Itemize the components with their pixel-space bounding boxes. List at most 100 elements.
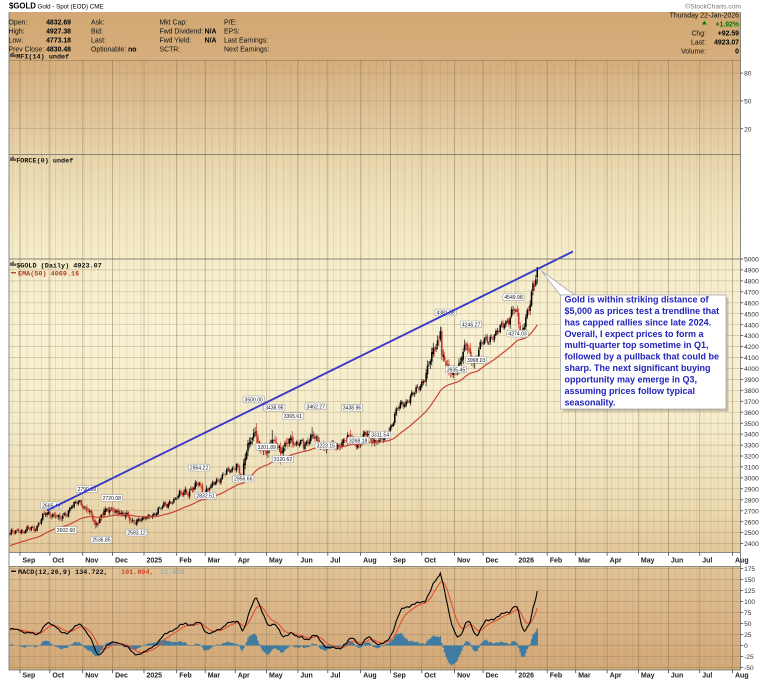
svg-text:EPS:: EPS: <box>224 28 240 35</box>
svg-text:Last Earnings:: Last Earnings: <box>224 37 268 44</box>
svg-text:50: 50 <box>744 621 752 628</box>
svg-text:Mar: Mar <box>578 557 591 564</box>
svg-text:Fwd Yield:: Fwd Yield: <box>160 37 192 44</box>
svg-text:Prev Close:: Prev Close: <box>9 46 45 53</box>
svg-text:3400: 3400 <box>744 432 759 439</box>
svg-text:Feb: Feb <box>179 557 191 564</box>
svg-text:3311.54: 3311.54 <box>371 433 389 439</box>
svg-text:no: no <box>128 46 136 53</box>
svg-text:20: 20 <box>744 126 752 133</box>
svg-text:assuming prices follow typical: assuming prices follow typical <box>565 386 696 396</box>
svg-text:EMA(50) 4069.16: EMA(50) 4069.16 <box>18 271 79 279</box>
svg-text:Gold is within striking distan: Gold is within striking distance of <box>565 294 710 304</box>
svg-text:FORCE(0) undef: FORCE(0) undef <box>16 157 73 165</box>
svg-text:2500: 2500 <box>744 530 759 537</box>
svg-text:Mar: Mar <box>208 672 221 679</box>
svg-text:Jul: Jul <box>702 557 712 564</box>
svg-text:Jun: Jun <box>671 557 683 564</box>
svg-text:Mar: Mar <box>208 557 221 564</box>
svg-text:3600: 3600 <box>744 410 759 417</box>
svg-text:2720.08: 2720.08 <box>103 496 122 502</box>
svg-text:2400: 2400 <box>744 541 759 548</box>
svg-text:2026: 2026 <box>518 557 534 564</box>
svg-text:Optionable:: Optionable: <box>91 46 126 53</box>
svg-text:Sep: Sep <box>23 672 36 679</box>
svg-text:Low:: Low: <box>9 37 24 44</box>
svg-text:Dec: Dec <box>486 672 499 679</box>
svg-text:0: 0 <box>735 48 739 55</box>
svg-text:Jun: Jun <box>671 672 683 679</box>
svg-text:sharp. The next significant bu: sharp. The next significant buying <box>565 363 711 373</box>
svg-text:Volume:: Volume: <box>681 48 706 55</box>
svg-text:Thursday 22-Jan-2026: Thursday 22-Jan-2026 <box>670 13 739 20</box>
svg-text:3438.96: 3438.96 <box>343 406 362 412</box>
svg-text:Sep: Sep <box>393 672 406 679</box>
svg-text:4500: 4500 <box>744 311 759 318</box>
svg-text:3100: 3100 <box>744 465 759 472</box>
svg-text:2956.66: 2956.66 <box>234 477 253 483</box>
svg-text:4700: 4700 <box>744 289 759 296</box>
svg-text:150: 150 <box>744 577 755 584</box>
svg-text:May: May <box>269 672 283 679</box>
svg-text:Feb: Feb <box>550 672 562 679</box>
svg-text:3268.18: 3268.18 <box>349 438 368 444</box>
svg-text:-25: -25 <box>744 654 754 661</box>
svg-text:100: 100 <box>744 599 755 606</box>
svg-text:3438.95: 3438.95 <box>265 406 284 412</box>
svg-text:4832.69: 4832.69 <box>46 19 71 26</box>
svg-text:2536.85: 2536.85 <box>92 538 111 544</box>
svg-text:125: 125 <box>744 588 755 595</box>
svg-text:3500: 3500 <box>744 421 759 428</box>
svg-text:Apr: Apr <box>610 672 622 679</box>
svg-text:Jun: Jun <box>300 672 312 679</box>
svg-text:MFI(14) undef: MFI(14) undef <box>16 53 69 61</box>
svg-text:4200: 4200 <box>744 344 759 351</box>
svg-text:opportunity may emerge in Q3,: opportunity may emerge in Q3, <box>565 375 698 385</box>
svg-text:101.894,: 101.894, <box>121 569 154 577</box>
svg-text:2583.12: 2583.12 <box>127 531 146 537</box>
svg-text:Nov: Nov <box>85 672 98 679</box>
svg-text:Feb: Feb <box>179 672 191 679</box>
svg-text:May: May <box>641 672 655 679</box>
svg-text:50: 50 <box>744 99 752 106</box>
svg-text:seasonality.: seasonality. <box>565 397 616 407</box>
svg-text:Aug: Aug <box>363 557 377 564</box>
svg-text:2800: 2800 <box>744 497 759 504</box>
svg-text:Ask:: Ask: <box>91 19 104 26</box>
svg-text:Bid:: Bid: <box>91 28 103 35</box>
svg-text:175: 175 <box>744 566 755 573</box>
svg-text:+92.59: +92.59 <box>718 30 739 37</box>
svg-text:N/A: N/A <box>205 37 217 44</box>
svg-text:Sep: Sep <box>393 557 406 564</box>
svg-text:Dec: Dec <box>486 557 499 564</box>
svg-text:Apr: Apr <box>238 557 250 564</box>
svg-text:Nov: Nov <box>85 557 98 564</box>
svg-text:MACD(12,26,9) 134.722,: MACD(12,26,9) 134.722, <box>18 569 108 577</box>
svg-text:Dec: Dec <box>115 557 128 564</box>
svg-text:Jun: Jun <box>300 557 312 564</box>
svg-text:$GOLD: $GOLD <box>9 2 36 11</box>
svg-text:4000: 4000 <box>744 366 759 373</box>
svg-text:75: 75 <box>744 610 752 617</box>
svg-text:2685.49: 2685.49 <box>42 503 61 509</box>
svg-text:Open:: Open: <box>9 19 28 26</box>
svg-text:Jul: Jul <box>330 672 340 679</box>
svg-text:32.828: 32.828 <box>160 569 184 577</box>
svg-text:4800: 4800 <box>744 279 759 286</box>
svg-text:3223.15: 3223.15 <box>317 444 336 450</box>
svg-text:multi-quarter top sometime in: multi-quarter top sometime in Q1, <box>565 340 709 350</box>
svg-text:2025: 2025 <box>147 672 163 679</box>
svg-text:4100: 4100 <box>744 355 759 362</box>
svg-text:Oct: Oct <box>52 672 64 679</box>
svg-text:May: May <box>641 557 655 564</box>
svg-text:Next Earnings:: Next Earnings: <box>224 46 269 53</box>
svg-text:SCTR:: SCTR: <box>160 46 181 53</box>
svg-text:Chg:: Chg: <box>691 30 706 37</box>
svg-text:High:: High: <box>9 28 25 35</box>
svg-text:Last:: Last: <box>91 37 106 44</box>
svg-text:3200: 3200 <box>744 454 759 461</box>
svg-text:Last:: Last: <box>691 39 706 46</box>
svg-text:Nov: Nov <box>457 672 470 679</box>
svg-text:2026: 2026 <box>518 672 534 679</box>
svg-text:4927.38: 4927.38 <box>46 28 71 35</box>
